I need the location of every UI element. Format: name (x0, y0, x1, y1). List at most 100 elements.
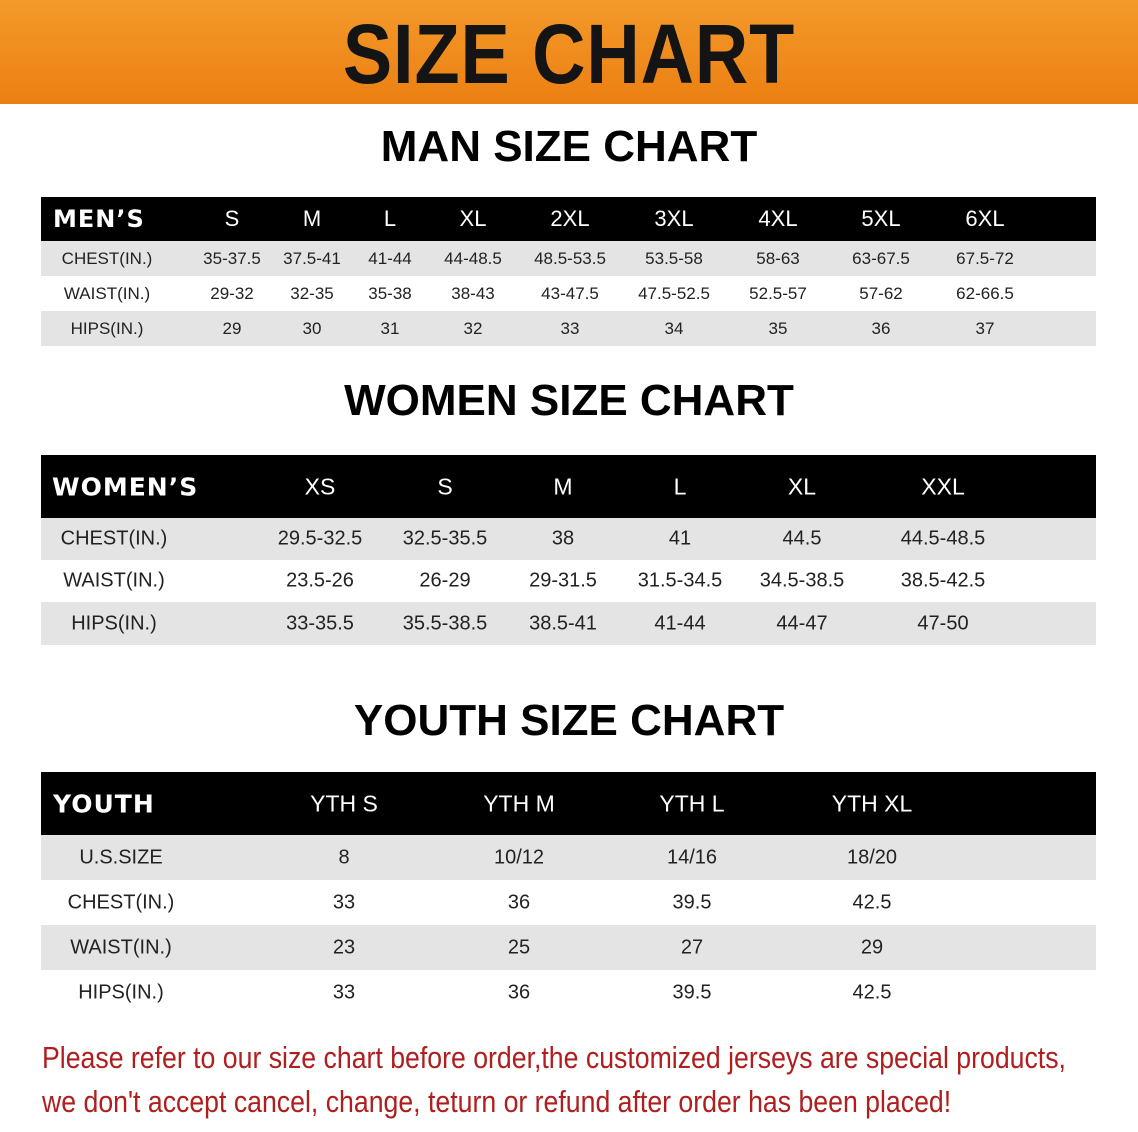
table-cell: 63-67.5 (852, 248, 910, 268)
men-header-row: MEN’S S M L XL 2XL 3XL 4XL 5XL 6XL (41, 197, 1096, 241)
row-label: CHEST(IN.) (60, 527, 168, 550)
table-cell: 44-48.5 (444, 248, 502, 268)
size-column-header: XL (459, 206, 487, 231)
table-cell: 36 (507, 981, 531, 1003)
size-column-header: YTH S (310, 790, 378, 816)
men-section-title: MAN SIZE CHART (380, 122, 758, 171)
table-cell: 31 (380, 318, 400, 338)
table-cell: 39.5 (672, 891, 712, 913)
table-cell: 37 (975, 318, 995, 338)
row-label: CHEST(IN.) (67, 891, 175, 913)
table-cell: 35-38 (368, 283, 412, 303)
table-cell: 29 (860, 936, 884, 958)
men-header-label: MEN’S (53, 205, 145, 233)
table-cell: 38.5-42.5 (900, 569, 986, 592)
table-cell: 35-37.5 (203, 248, 261, 268)
row-label: WAIST(IN.) (70, 936, 172, 958)
size-column-header: S (224, 206, 240, 231)
header-banner: SIZE CHART (0, 0, 1138, 104)
women-section-title: WOMEN SIZE CHART (344, 376, 794, 425)
size-column-header: YTH XL (831, 790, 913, 816)
table-cell: 23 (332, 936, 356, 958)
table-cell: 53.5-58 (645, 248, 703, 268)
table-row: HIPS(IN.) 33-35.5 35.5-38.5 38.5-41 41-44 44-… (41, 602, 1096, 645)
table-cell: 48.5-53.5 (534, 248, 606, 268)
size-column-header: 2XL (550, 206, 590, 231)
table-row: HIPS(IN.) 33 36 39.5 42.5 (41, 970, 1096, 1015)
size-column-header: YTH L (659, 790, 725, 816)
table-cell: 44-47 (776, 612, 828, 634)
table-cell: 44.5 (782, 527, 822, 550)
table-cell: 41 (668, 527, 692, 550)
size-column-header: XS (304, 473, 336, 499)
table-row: WAIST(IN.) 23.5-26 26-29 29-31.5 31.5-34.5 34… (41, 560, 1096, 602)
table-cell: 41-44 (654, 612, 706, 634)
table-cell: 41-44 (368, 248, 412, 268)
size-column-header: 4XL (758, 206, 798, 231)
table-cell: 62-66.5 (956, 283, 1014, 303)
table-cell: 10/12 (493, 846, 545, 868)
table-cell: 44.5-48.5 (900, 527, 986, 550)
size-column-header: S (437, 473, 453, 499)
row-label: CHEST(IN.) (61, 248, 153, 268)
women-header-row: WOMEN’S XS S M L XL XXL (41, 455, 1096, 518)
size-column-header: 6XL (965, 206, 1005, 231)
table-cell: 14/16 (666, 846, 718, 868)
table-cell: 32-35 (290, 283, 334, 303)
table-cell: 8 (338, 846, 350, 868)
table-cell: 29-31.5 (529, 569, 597, 592)
table-cell: 47-50 (917, 612, 969, 634)
table-cell: 31.5-34.5 (637, 569, 723, 592)
row-label: HIPS(IN.) (78, 981, 164, 1003)
table-cell: 26-29 (419, 569, 471, 592)
notice-line-1: Please refer to our size chart before or… (42, 1040, 1066, 1075)
table-cell: 33 (332, 891, 356, 913)
table-cell: 30 (302, 318, 322, 338)
table-row: HIPS(IN.) 29 30 31 32 33 34 35 36 37 (41, 311, 1096, 346)
table-cell: 58-63 (756, 248, 800, 268)
table-cell: 29 (222, 318, 242, 338)
table-cell: 39.5 (672, 981, 712, 1003)
table-cell: 33-35.5 (286, 612, 354, 634)
size-column-header: XXL (921, 473, 965, 499)
table-cell: 27 (680, 936, 704, 958)
row-label: U.S.SIZE (79, 846, 163, 868)
table-cell: 32.5-35.5 (402, 527, 488, 550)
table-cell: 36 (871, 318, 891, 338)
table-cell: 33 (560, 318, 580, 338)
table-cell: 38 (551, 527, 575, 550)
size-column-header: L (673, 473, 687, 499)
table-cell: 25 (507, 936, 531, 958)
table-cell: 35.5-38.5 (402, 612, 488, 634)
size-column-header: XL (787, 473, 817, 499)
table-cell: 37.5-41 (283, 248, 341, 268)
men-size-table: MEN’S S M L XL 2XL 3XL 4XL 5XL 6XL CHEST(IN.) 35-37… (41, 197, 1096, 346)
women-header-label: WOMEN’S (52, 472, 199, 501)
table-cell: 57-62 (859, 283, 903, 303)
table-cell: 43-47.5 (541, 283, 599, 303)
table-row: U.S.SIZE 8 10/12 14/16 18/20 (41, 835, 1096, 880)
table-cell: 38.5-41 (529, 612, 597, 634)
table-cell: 42.5 (852, 981, 892, 1003)
women-size-table: WOMEN’S XS S M L XL XXL CHEST(IN.) 29.5-32.5 32.5… (41, 455, 1096, 645)
table-cell: 29-32 (210, 283, 254, 303)
size-column-header: L (383, 206, 397, 231)
row-label: HIPS(IN.) (71, 612, 157, 634)
size-column-header: 5XL (861, 206, 901, 231)
size-column-header: 3XL (654, 206, 694, 231)
table-row: CHEST(IN.) 33 36 39.5 42.5 (41, 880, 1096, 925)
table-cell: 52.5-57 (749, 283, 807, 303)
table-cell: 34 (664, 318, 684, 338)
table-cell: 32 (463, 318, 483, 338)
table-row: WAIST(IN.) 29-32 32-35 35-38 38-43 43-47.5 47.… (41, 276, 1096, 311)
table-cell: 23.5-26 (286, 569, 354, 592)
table-row: CHEST(IN.) 29.5-32.5 32.5-35.5 38 41 44.5 44.5… (41, 518, 1096, 560)
youth-header-row: YOUTH YTH S YTH M YTH L YTH XL (41, 772, 1096, 835)
youth-header-label: YOUTH (53, 789, 155, 818)
table-cell: 33 (332, 981, 356, 1003)
size-column-header: M (553, 473, 573, 499)
banner-title: SIZE CHART (342, 7, 796, 101)
youth-size-table: YOUTH YTH S YTH M YTH L YTH XL U.S.SIZE 8 10/12… (41, 772, 1096, 1015)
youth-section-title: YOUTH SIZE CHART (353, 696, 785, 745)
row-label: HIPS(IN.) (70, 318, 144, 338)
